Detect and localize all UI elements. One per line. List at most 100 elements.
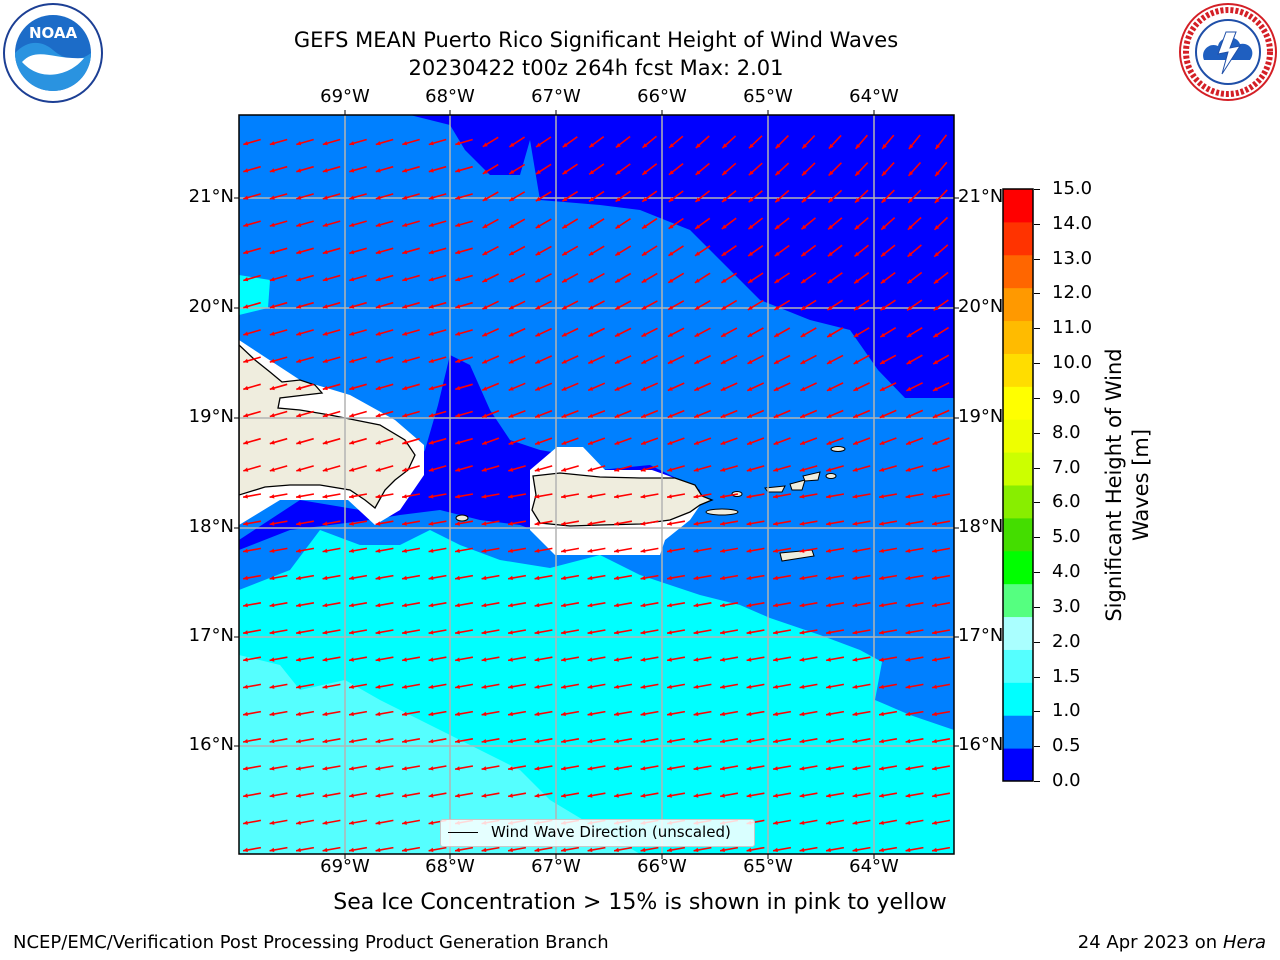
- wave-arrow: [719, 656, 739, 662]
- axis-ticks: [234, 110, 959, 859]
- wave-arrow: [561, 409, 579, 419]
- wave-arrow: [296, 410, 314, 418]
- wave-arrow: [455, 465, 473, 472]
- wave-arrow: [401, 547, 421, 553]
- legend-label: Wind Wave Direction (unscaled): [491, 823, 731, 841]
- wave-arrow: [852, 602, 871, 608]
- wave-arrow: [375, 247, 394, 255]
- wave-arrow: [269, 193, 288, 200]
- lat-label-right: 19°N: [958, 406, 1004, 427]
- wave-arrow: [801, 189, 816, 203]
- wave-arrow: [667, 300, 685, 311]
- wave-arrow: [641, 135, 658, 149]
- wave-arrow: [746, 710, 765, 717]
- wave-arrow: [640, 765, 659, 771]
- wave-arrow: [695, 135, 710, 149]
- wave-arrow: [455, 329, 473, 336]
- wave-arrow: [614, 355, 632, 365]
- wave-arrow: [906, 354, 923, 365]
- wave-arrow: [640, 409, 659, 419]
- wave-arrow: [746, 656, 765, 662]
- colorbar-tick: [1034, 328, 1040, 330]
- wave-arrow: [401, 819, 421, 825]
- wave-arrow: [454, 520, 474, 526]
- wave-arrow: [719, 493, 739, 499]
- wave-field-1p5-2p0: [239, 655, 640, 854]
- wave-arrow: [614, 272, 632, 284]
- wave-arrow: [560, 547, 580, 553]
- wave-arrow: [587, 355, 606, 365]
- wave-arrow: [296, 465, 314, 472]
- wave-arrow: [773, 354, 791, 365]
- wave-arrow: [933, 216, 949, 231]
- wave-arrow: [508, 300, 526, 310]
- wave-arrow: [348, 629, 368, 635]
- wave-arrow: [801, 134, 816, 150]
- wave-arrow: [746, 574, 765, 581]
- wave-arrow: [375, 493, 394, 499]
- wave-arrow: [296, 165, 314, 173]
- colorbar-tick-label: 5.0: [1052, 526, 1081, 548]
- wave-arrow: [454, 493, 474, 499]
- wave-arrow: [878, 738, 898, 744]
- colorbar-tick: [1034, 711, 1040, 713]
- wave-arrow: [401, 520, 421, 526]
- wave-arrow: [693, 792, 712, 798]
- wave-arrow: [880, 217, 896, 231]
- wave-arrow: [693, 846, 712, 853]
- wave-arrow: [561, 355, 579, 365]
- wave-arrow: [242, 520, 262, 526]
- wave-arrow: [772, 846, 792, 853]
- wave-arrow: [348, 738, 368, 744]
- wave-arrow: [428, 656, 447, 662]
- wave-arrow: [746, 738, 765, 744]
- wave-arrow: [560, 520, 580, 526]
- wave-arrow: [242, 602, 262, 608]
- wave-arrow: [905, 520, 924, 526]
- lon-label-top: 65°W: [743, 86, 793, 107]
- wave-arrow: [295, 819, 315, 825]
- wave-arrow: [693, 547, 712, 553]
- island-tortola: [802, 471, 821, 482]
- wave-arrow: [908, 134, 921, 150]
- wave-arrow: [534, 493, 553, 499]
- wave-arrow: [668, 135, 684, 149]
- lat-label-left: 16°N: [188, 734, 234, 755]
- wave-arrow: [242, 765, 262, 771]
- wave-arrow: [322, 792, 341, 798]
- wave-arrow: [481, 683, 500, 689]
- wave-arrow: [746, 437, 765, 446]
- wave-arrow: [508, 355, 526, 364]
- wave-arrow: [799, 792, 818, 798]
- wave-arrow: [772, 656, 792, 662]
- wave-arrow: [428, 846, 447, 853]
- wave-arrow: [905, 738, 924, 744]
- wave-arrow: [295, 574, 315, 581]
- wave-arrow: [534, 792, 553, 798]
- wave-arrow: [932, 409, 950, 419]
- lat-label-left: 17°N: [188, 625, 234, 646]
- wave-arrow: [879, 382, 897, 392]
- wave-arrow: [322, 301, 341, 309]
- wave-arrow: [800, 354, 817, 365]
- wave-arrow: [826, 437, 844, 446]
- wave-arrow: [508, 245, 526, 256]
- colorbar-tick-label: 8.0: [1052, 421, 1081, 443]
- wave-arrow: [799, 520, 818, 526]
- colorbar-tick-label: 7.0: [1052, 456, 1081, 478]
- wave-arrow: [481, 738, 500, 744]
- wave-arrow: [561, 245, 579, 256]
- wave-arrow: [852, 765, 871, 771]
- wave-arrow: [322, 656, 341, 662]
- wave-arrow: [773, 409, 791, 419]
- wave-arrow: [668, 190, 684, 203]
- wave-arrow: [852, 792, 871, 798]
- wave-arrow: [720, 354, 738, 365]
- wave-arrow: [613, 710, 633, 717]
- wave-arrow: [826, 299, 844, 311]
- wave-arrow: [402, 165, 420, 173]
- sea-ice-caption: Sea Ice Concentration > 15% is shown in …: [333, 890, 947, 915]
- wave-arrow: [508, 437, 526, 446]
- wave-arrow: [348, 656, 368, 662]
- wave-arrow: [878, 520, 898, 526]
